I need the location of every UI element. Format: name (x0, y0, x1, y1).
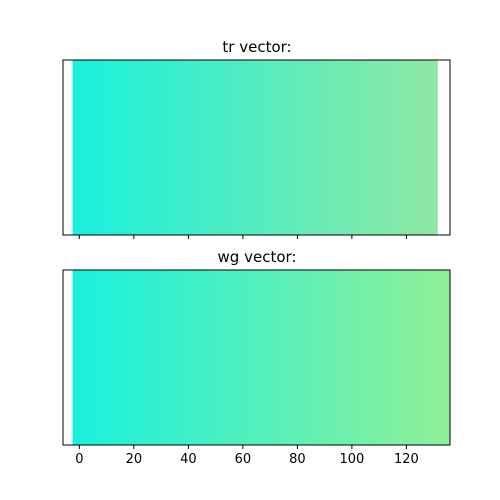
bottom-x-tick-label: 80 (289, 452, 306, 467)
bottom-x-tick-label: 100 (339, 452, 364, 467)
bottom-x-tick-label: 120 (394, 452, 419, 467)
bottom-x-tick-label: 0 (75, 452, 83, 467)
top-axes-frame (62, 59, 451, 236)
bottom-x-tick-label: 40 (180, 452, 197, 467)
top-panel-title: tr vector: (222, 38, 291, 56)
top-panel (62, 59, 451, 239)
bottom-panel-title: wg vector: (218, 248, 297, 266)
bottom-vector-band (72, 270, 451, 445)
bottom-axes-frame (62, 269, 451, 446)
bottom-panel: 0 20 40 60 80 100 120 (62, 269, 451, 467)
bottom-x-tick-label: 60 (235, 452, 252, 467)
top-vector-band (72, 60, 438, 235)
bottom-x-tick-label: 20 (126, 452, 143, 467)
